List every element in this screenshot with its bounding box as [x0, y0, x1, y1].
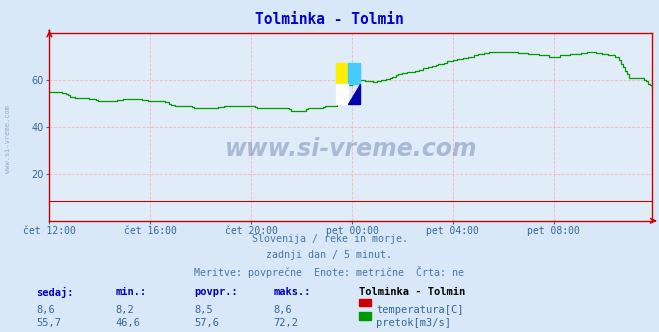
Text: Tolminka - Tolmin: Tolminka - Tolmin: [255, 12, 404, 27]
Text: zadnji dan / 5 minut.: zadnji dan / 5 minut.: [266, 250, 393, 260]
Text: temperatura[C]: temperatura[C]: [376, 305, 464, 315]
Bar: [336, 63, 348, 84]
Text: 8,6: 8,6: [273, 305, 292, 315]
Text: 55,7: 55,7: [36, 318, 61, 328]
Bar: [336, 84, 348, 105]
Text: Meritve: povprečne  Enote: metrične  Črta: ne: Meritve: povprečne Enote: metrične Črta:…: [194, 266, 465, 278]
Polygon shape: [348, 84, 360, 105]
Text: 57,6: 57,6: [194, 318, 219, 328]
Text: povpr.:: povpr.:: [194, 287, 238, 297]
Text: 8,6: 8,6: [36, 305, 55, 315]
Text: www.si-vreme.com: www.si-vreme.com: [225, 137, 477, 161]
Bar: [348, 63, 360, 84]
Text: 8,5: 8,5: [194, 305, 213, 315]
Text: pretok[m3/s]: pretok[m3/s]: [376, 318, 451, 328]
Text: 72,2: 72,2: [273, 318, 299, 328]
Text: 46,6: 46,6: [115, 318, 140, 328]
Text: www.si-vreme.com: www.si-vreme.com: [5, 106, 11, 173]
Text: maks.:: maks.:: [273, 287, 311, 297]
Text: Slovenija / reke in morje.: Slovenija / reke in morje.: [252, 234, 407, 244]
Text: min.:: min.:: [115, 287, 146, 297]
Text: Tolminka - Tolmin: Tolminka - Tolmin: [359, 287, 465, 297]
Text: sedaj:: sedaj:: [36, 287, 74, 298]
Text: 8,2: 8,2: [115, 305, 134, 315]
